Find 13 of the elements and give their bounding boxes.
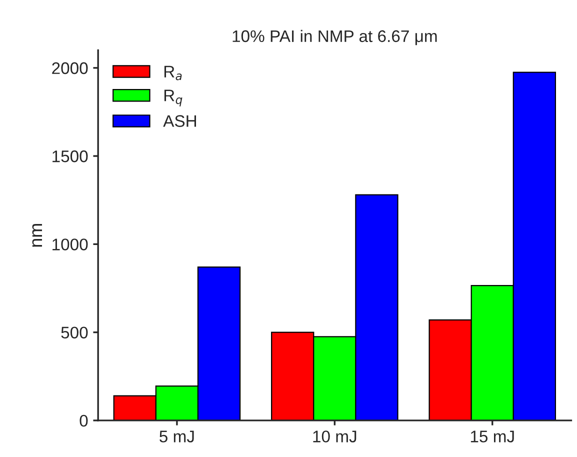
x-tick-label: 15 mJ: [470, 430, 514, 442]
legend-label: R$_{a}$: [164, 66, 182, 80]
y-axis-title: nm: [32, 224, 42, 247]
x-tick-label: 5 mJ: [160, 430, 194, 442]
legend-label: ASH: [163, 115, 196, 127]
y-tick-label: 1000: [52, 238, 88, 250]
y-tick-label: 2000: [52, 62, 88, 74]
chart-title: 10% PAI in NMP at 6.67 μm: [232, 30, 437, 46]
x-tick-label: 10 mJ: [313, 430, 356, 442]
legend-label: R$_{q}$: [164, 90, 182, 106]
y-tick-label: 1500: [52, 150, 88, 162]
y-tick-label: 500: [61, 326, 88, 339]
y-tick-label: 0: [80, 414, 88, 427]
